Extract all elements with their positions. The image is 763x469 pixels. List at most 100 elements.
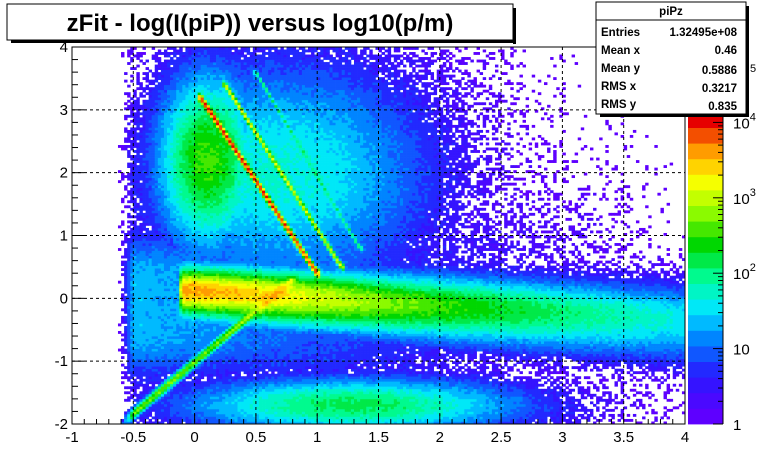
heatmap-cell xyxy=(146,92,149,95)
heatmap-cell xyxy=(161,205,164,208)
heatmap-cell xyxy=(210,193,213,196)
heatmap-cell xyxy=(216,399,219,402)
heatmap-cell xyxy=(149,288,152,291)
heatmap-cell xyxy=(182,215,185,218)
heatmap-cell xyxy=(170,313,173,316)
heatmap-cell xyxy=(207,87,210,90)
heatmap-cell xyxy=(222,120,225,123)
heatmap-cell xyxy=(179,241,182,244)
heatmap-cell xyxy=(136,256,139,259)
heatmap-cell xyxy=(146,256,149,259)
heatmap-cell xyxy=(216,60,219,63)
heatmap-cell xyxy=(133,67,136,70)
heatmap-cell xyxy=(170,97,173,100)
heatmap-cell xyxy=(152,311,155,314)
heatmap-cell xyxy=(207,303,210,306)
heatmap-cell xyxy=(219,92,222,95)
heatmap-cell xyxy=(124,205,127,208)
heatmap-cell xyxy=(225,291,228,294)
heatmap-cell xyxy=(195,379,198,382)
heatmap-cell xyxy=(207,344,210,347)
heatmap-cell xyxy=(216,349,219,352)
heatmap-cell xyxy=(176,100,179,103)
heatmap-cell xyxy=(176,97,179,100)
heatmap-cell xyxy=(198,92,201,95)
heatmap-cell xyxy=(164,215,167,218)
heatmap-cell xyxy=(228,143,231,146)
heatmap-cell xyxy=(155,381,158,384)
heatmap-cell xyxy=(195,105,198,108)
heatmap-cell xyxy=(213,263,216,266)
heatmap-cell xyxy=(182,248,185,251)
heatmap-cell xyxy=(216,117,219,120)
heatmap-cell xyxy=(170,62,173,65)
heatmap-cell xyxy=(204,326,207,329)
heatmap-cell xyxy=(176,65,179,68)
heatmap-cell xyxy=(170,190,173,193)
heatmap-cell xyxy=(213,135,216,138)
heatmap-cell xyxy=(204,313,207,316)
heatmap-cell xyxy=(222,416,225,419)
heatmap-cell xyxy=(198,323,201,326)
heatmap-cell xyxy=(228,210,231,213)
heatmap-cell xyxy=(161,278,164,281)
heatmap-cell xyxy=(182,331,185,334)
heatmap-cell xyxy=(219,105,222,108)
heatmap-cell xyxy=(176,386,179,389)
heatmap-cell xyxy=(195,354,198,357)
heatmap-cell xyxy=(188,205,191,208)
heatmap-cell xyxy=(146,366,149,369)
heatmap-cell xyxy=(179,215,182,218)
heatmap-cell xyxy=(225,140,228,143)
heatmap-cell xyxy=(124,386,127,389)
heatmap-cell xyxy=(182,389,185,392)
heatmap-cell xyxy=(222,243,225,246)
heatmap-cell xyxy=(158,341,161,344)
heatmap-cell xyxy=(176,258,179,261)
heatmap-cell xyxy=(176,180,179,183)
heatmap-cell xyxy=(198,364,201,367)
heatmap-cell xyxy=(210,354,213,357)
heatmap-cell xyxy=(198,336,201,339)
heatmap-cell xyxy=(219,268,222,271)
heatmap-cell xyxy=(173,331,176,334)
heatmap-cell xyxy=(225,281,228,284)
heatmap-cell xyxy=(216,379,219,382)
heatmap-cell xyxy=(155,75,158,78)
heatmap-cell xyxy=(204,115,207,118)
heatmap-cell xyxy=(207,120,210,123)
heatmap-cell xyxy=(216,401,219,404)
heatmap-cell xyxy=(228,344,231,347)
heatmap-cell xyxy=(195,318,198,321)
heatmap-cell xyxy=(198,291,201,294)
heatmap-cell xyxy=(173,243,176,246)
heatmap-cell xyxy=(161,301,164,304)
heatmap-cell xyxy=(185,158,188,161)
heatmap-cell xyxy=(127,326,130,329)
heatmap-cell xyxy=(179,354,182,357)
heatmap-cell xyxy=(139,288,142,291)
heatmap-cell xyxy=(201,127,204,130)
heatmap-cell xyxy=(146,364,149,367)
heatmap-cell xyxy=(231,366,234,369)
heatmap-cell xyxy=(225,286,228,289)
heatmap-cell xyxy=(124,414,127,417)
heatmap-cell xyxy=(161,251,164,254)
heatmap-cell xyxy=(176,391,179,394)
heatmap-cell xyxy=(219,115,222,118)
heatmap-cell xyxy=(170,416,173,419)
heatmap-cell xyxy=(219,95,222,98)
heatmap-cell xyxy=(182,306,185,309)
heatmap-cell xyxy=(201,55,204,58)
heatmap-cell xyxy=(143,213,146,216)
heatmap-cell xyxy=(127,273,130,276)
heatmap-cell xyxy=(164,198,167,201)
heatmap-cell xyxy=(170,331,173,334)
heatmap-cell xyxy=(188,258,191,261)
heatmap-cell xyxy=(201,137,204,140)
heatmap-cell xyxy=(182,318,185,321)
heatmap-cell xyxy=(176,283,179,286)
heatmap-cell xyxy=(152,130,155,133)
heatmap-cell xyxy=(222,238,225,241)
heatmap-cell xyxy=(219,414,222,417)
